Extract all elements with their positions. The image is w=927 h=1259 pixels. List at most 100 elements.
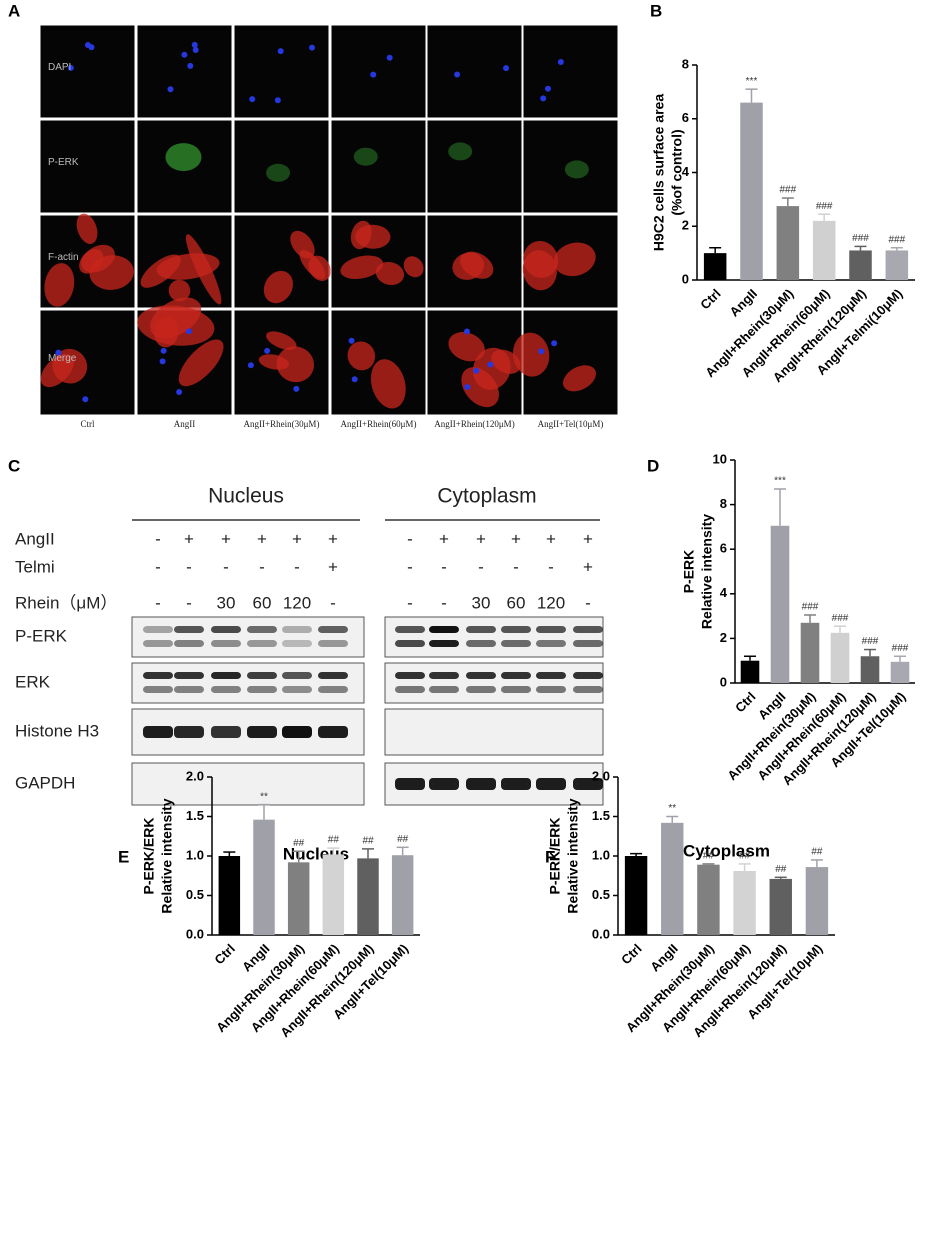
y-axis-label: H9C2 cells surface area bbox=[651, 94, 667, 251]
bar bbox=[830, 632, 850, 683]
nucleus bbox=[544, 85, 551, 92]
bar bbox=[890, 661, 910, 683]
blot-band bbox=[143, 686, 173, 693]
cell-actin bbox=[276, 346, 315, 383]
blot-band bbox=[143, 640, 173, 647]
error-bar bbox=[666, 815, 679, 823]
blot-band bbox=[174, 726, 204, 738]
blot-label: GAPDH bbox=[15, 773, 75, 792]
perk-signal bbox=[564, 160, 589, 179]
blot-band bbox=[536, 672, 566, 679]
condition-value: - bbox=[186, 557, 192, 576]
blot-band bbox=[429, 686, 459, 693]
perk-signal bbox=[448, 142, 473, 161]
cell-actin bbox=[553, 242, 596, 277]
x-tick-label: AngII bbox=[726, 286, 760, 320]
blot-membrane bbox=[384, 708, 604, 756]
condition-value: - bbox=[548, 557, 554, 576]
bar bbox=[733, 871, 756, 935]
blot-band bbox=[429, 640, 459, 647]
condition-value: - bbox=[441, 557, 447, 576]
panel-label: D bbox=[647, 456, 659, 475]
condition-value: - bbox=[407, 557, 413, 576]
error-bar bbox=[396, 846, 409, 856]
condition-value: - bbox=[186, 593, 192, 612]
cell-actin bbox=[448, 332, 485, 362]
row-label: DAPI bbox=[48, 62, 71, 73]
condition-label: Telmi bbox=[15, 557, 55, 576]
bar bbox=[740, 102, 763, 280]
micrograph bbox=[233, 24, 330, 119]
significance: ### bbox=[832, 613, 849, 624]
nucleus bbox=[370, 71, 377, 78]
column-label: AngII+Rhein(30μM) bbox=[244, 419, 320, 429]
nucleus bbox=[473, 367, 480, 374]
blot-band bbox=[466, 686, 496, 693]
panel-label: C bbox=[8, 456, 20, 475]
nucleus bbox=[82, 396, 89, 403]
cell-actin bbox=[512, 332, 550, 377]
y-tick-label: 0.5 bbox=[186, 887, 204, 902]
nucleus bbox=[348, 337, 355, 344]
condition-value: - bbox=[478, 557, 484, 576]
cell-actin bbox=[347, 341, 376, 371]
bar bbox=[253, 819, 275, 935]
cell-actin bbox=[89, 255, 134, 290]
bar bbox=[391, 855, 414, 935]
condition-value: + bbox=[583, 557, 593, 576]
condition-value: - bbox=[330, 593, 336, 612]
condition-value: - bbox=[155, 529, 161, 548]
bar bbox=[849, 250, 872, 280]
blot-band bbox=[318, 672, 348, 679]
blot-band bbox=[429, 672, 459, 679]
significance: ### bbox=[816, 201, 833, 212]
cell-actin bbox=[370, 359, 406, 409]
nucleus bbox=[551, 340, 558, 347]
y-tick-label: 4 bbox=[682, 164, 690, 179]
error-bar bbox=[709, 247, 722, 254]
blot-membrane bbox=[384, 616, 604, 658]
bar bbox=[740, 660, 760, 683]
condition-label: AngII bbox=[15, 529, 55, 548]
error-bar bbox=[781, 197, 794, 207]
condition-value: 30 bbox=[472, 593, 491, 612]
blot-band bbox=[247, 726, 277, 738]
cell-actin bbox=[563, 365, 596, 392]
condition-value: 60 bbox=[507, 593, 526, 612]
condition-value: + bbox=[221, 529, 231, 548]
y-tick-label: 6 bbox=[682, 110, 689, 125]
x-tick-label: Ctrl bbox=[618, 941, 644, 967]
blot-band bbox=[318, 726, 348, 738]
cell-actin bbox=[178, 339, 224, 387]
significance: ### bbox=[892, 643, 909, 654]
condition-value: - bbox=[407, 593, 413, 612]
blot-band bbox=[282, 626, 312, 633]
condition-value: + bbox=[476, 529, 486, 548]
panel-label: B bbox=[650, 1, 662, 20]
error-bar bbox=[702, 863, 715, 865]
nucleus bbox=[160, 347, 167, 354]
y-tick-label: 8 bbox=[720, 496, 727, 511]
bar bbox=[860, 656, 880, 683]
bar bbox=[885, 250, 909, 280]
nucleus bbox=[538, 348, 545, 355]
x-tick-label: Ctrl bbox=[211, 941, 237, 967]
condition-value: - bbox=[585, 593, 591, 612]
cell-actin bbox=[168, 279, 191, 302]
y-tick-label: 1.5 bbox=[186, 808, 204, 823]
blot-band bbox=[466, 778, 496, 790]
cell-actin bbox=[375, 261, 405, 286]
error-bar bbox=[327, 847, 340, 855]
blot-band bbox=[429, 626, 459, 633]
blot-band bbox=[318, 626, 348, 633]
significance: ## bbox=[328, 835, 340, 846]
condition-value: + bbox=[184, 529, 194, 548]
blot-band bbox=[395, 626, 425, 633]
micrograph bbox=[39, 24, 136, 119]
nucleus bbox=[277, 48, 284, 55]
y-tick-label: 1.0 bbox=[592, 847, 610, 862]
cell-actin bbox=[150, 297, 202, 339]
error-bar bbox=[223, 851, 236, 856]
blot-band bbox=[282, 726, 312, 738]
